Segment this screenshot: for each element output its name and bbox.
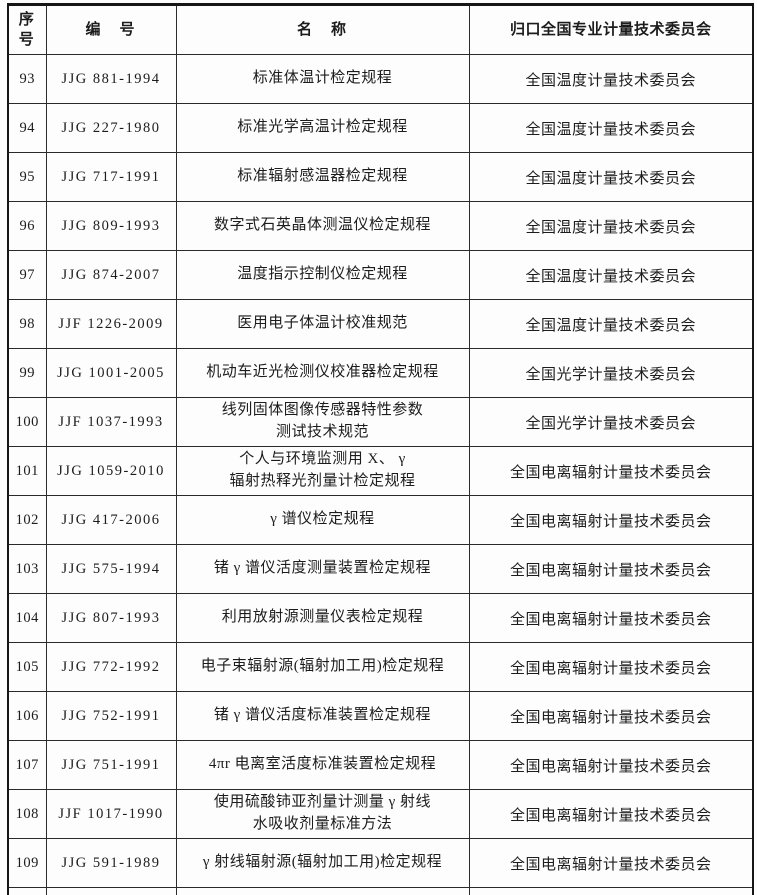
- table-row: 100 JJF 1037-1993 线列固体图像传感器特性参数 测试技术规范 全国光学…: [7, 397, 754, 447]
- table-row: 96 JJG 809-1993 数字式石英晶体测温仪检定规程 全国温度计量技术委员会: [7, 201, 754, 251]
- table-row: 101 JJG 1059-2010 个人与环境监测用 X、 γ 辐射热释光剂量计检定…: [7, 446, 754, 496]
- name-cell: 数字式石英晶体测温仪检定规程: [175, 201, 470, 251]
- table-row: 106 JJG 752-1991 锗 γ 谱仪活度标准装置检定规程 全国电离辐射计量技…: [7, 691, 754, 741]
- code-cell: JJG 575-1994: [45, 544, 177, 594]
- serial-cell: 109: [7, 838, 47, 888]
- name-cell: 锗 γ 谱仪活度测量装置检定规程: [175, 544, 470, 594]
- table-row: 108 JJF 1017-1990 使用硫酸铈亚剂量计测量 γ 射线 水吸收剂量标准…: [7, 789, 754, 839]
- table-row: 107 JJG 751-1991 4πr 电离室活度标准装置检定规程 全国电离辐射计量…: [7, 740, 754, 790]
- name-cell: 温度指示控制仪检定规程: [175, 250, 470, 300]
- code-cell: JJG 717-1991: [45, 152, 177, 202]
- name-cell: 利用放射源测量仪表检定规程: [175, 593, 470, 643]
- serial-cell-empty: [7, 887, 47, 895]
- committee-cell: 全国光学计量技术委员会: [468, 397, 754, 447]
- col-header-committee: 归口全国专业计量技术委员会: [468, 4, 754, 55]
- committee-cell: 全国电离辐射计量技术委员会: [468, 446, 754, 496]
- table-row: 98 JJF 1226-2009 医用电子体温计校准规范 全国温度计量技术委员会: [7, 299, 754, 349]
- code-cell: JJG 807-1993: [45, 593, 177, 643]
- table-header: 序 号 编 号 名 称 归口全国专业计量技术委员会: [7, 4, 754, 55]
- serial-cell: 98: [7, 299, 47, 349]
- committee-cell: 全国温度计量技术委员会: [468, 103, 754, 153]
- name-cell: 电子束辐射源(辐射加工用)检定规程: [175, 642, 470, 692]
- code-cell: JJF 1017-1990: [45, 789, 177, 839]
- table-row: 109 JJG 591-1989 γ 射线辐射源(辐射加工用)检定规程 全国电离辐射计…: [7, 838, 754, 888]
- name-cell: 线列固体图像传感器特性参数 测试技术规范: [175, 397, 470, 447]
- table-row: 104 JJG 807-1993 利用放射源测量仪表检定规程 全国电离辐射计量技术委员…: [7, 593, 754, 643]
- header-row: 序 号 编 号 名 称 归口全国专业计量技术委员会: [7, 4, 754, 55]
- committee-cell: 全国电离辐射计量技术委员会: [468, 691, 754, 741]
- col-header-serial: 序 号: [7, 4, 47, 55]
- serial-cell: 93: [7, 54, 47, 104]
- name-cell: 医用电子体温计校准规范: [175, 299, 470, 349]
- serial-cell: 107: [7, 740, 47, 790]
- code-cell: JJF 1226-2009: [45, 299, 177, 349]
- committee-cell: 全国电离辐射计量技术委员会: [468, 593, 754, 643]
- col-header-code: 编 号: [45, 4, 177, 55]
- code-cell: JJG 772-1992: [45, 642, 177, 692]
- committee-cell: 全国电离辐射计量技术委员会: [468, 789, 754, 839]
- code-cell: JJG 1059-2010: [45, 446, 177, 496]
- name-cell: 锗 γ 谱仪活度标准装置检定规程: [175, 691, 470, 741]
- committee-cell: 全国电离辐射计量技术委员会: [468, 838, 754, 888]
- serial-cell: 100: [7, 397, 47, 447]
- serial-cell: 108: [7, 789, 47, 839]
- code-cell-empty: [45, 887, 177, 895]
- table-row: 105 JJG 772-1992 电子束辐射源(辐射加工用)检定规程 全国电离辐射计量…: [7, 642, 754, 692]
- serial-cell: 96: [7, 201, 47, 251]
- serial-cell: 105: [7, 642, 47, 692]
- serial-cell: 103: [7, 544, 47, 594]
- code-cell: JJG 227-1980: [45, 103, 177, 153]
- committee-cell: 全国电离辐射计量技术委员会: [468, 495, 754, 545]
- table-row: 99 JJG 1001-2005 机动车近光检测仪校准器检定规程 全国光学计量技术委员…: [7, 348, 754, 398]
- table-row-partial: [7, 887, 754, 895]
- table-row: 97 JJG 874-2007 温度指示控制仪检定规程 全国温度计量技术委员会: [7, 250, 754, 300]
- table-row: 95 JJG 717-1991 标准辐射感温器检定规程 全国温度计量技术委员会: [7, 152, 754, 202]
- name-cell: 4πr 电离室活度标准装置检定规程: [175, 740, 470, 790]
- committee-cell: 全国电离辐射计量技术委员会: [468, 544, 754, 594]
- name-cell: 使用硫酸铈亚剂量计测量 γ 射线 水吸收剂量标准方法: [175, 789, 470, 839]
- committee-cell: 全国温度计量技术委员会: [468, 54, 754, 104]
- table-row: 102 JJG 417-2006 γ 谱仪检定规程 全国电离辐射计量技术委员会: [7, 495, 754, 545]
- code-cell: JJF 1037-1993: [45, 397, 177, 447]
- committee-cell: 全国温度计量技术委员会: [468, 201, 754, 251]
- table-row: 93 JJG 881-1994 标准体温计检定规程 全国温度计量技术委员会: [7, 54, 754, 104]
- committee-cell: 全国光学计量技术委员会: [468, 348, 754, 398]
- table-row: 94 JJG 227-1980 标准光学高温计检定规程 全国温度计量技术委员会: [7, 103, 754, 153]
- code-cell: JJG 809-1993: [45, 201, 177, 251]
- code-cell: JJG 881-1994: [45, 54, 177, 104]
- regulations-table: 序 号 编 号 名 称 归口全国专业计量技术委员会 93 JJG 881-1994…: [7, 3, 754, 895]
- code-cell: JJG 417-2006: [45, 495, 177, 545]
- serial-cell: 95: [7, 152, 47, 202]
- table-row: 103 JJG 575-1994 锗 γ 谱仪活度测量装置检定规程 全国电离辐射计量技…: [7, 544, 754, 594]
- serial-cell: 104: [7, 593, 47, 643]
- committee-cell: 全国温度计量技术委员会: [468, 152, 754, 202]
- serial-cell: 106: [7, 691, 47, 741]
- col-header-name: 名 称: [175, 4, 470, 55]
- name-cell: 标准体温计检定规程: [175, 54, 470, 104]
- serial-cell: 99: [7, 348, 47, 398]
- serial-cell: 102: [7, 495, 47, 545]
- name-cell: 机动车近光检测仪校准器检定规程: [175, 348, 470, 398]
- name-cell-empty: [175, 887, 470, 895]
- serial-cell: 94: [7, 103, 47, 153]
- serial-cell: 101: [7, 446, 47, 496]
- name-cell: γ 射线辐射源(辐射加工用)检定规程: [175, 838, 470, 888]
- committee-cell: 全国电离辐射计量技术委员会: [468, 642, 754, 692]
- committee-cell: 全国温度计量技术委员会: [468, 250, 754, 300]
- committee-cell-empty: [468, 887, 754, 895]
- committee-cell: 全国温度计量技术委员会: [468, 299, 754, 349]
- table-body: 93 JJG 881-1994 标准体温计检定规程 全国温度计量技术委员会 94 JJG …: [7, 54, 754, 895]
- name-cell: γ 谱仪检定规程: [175, 495, 470, 545]
- name-cell: 个人与环境监测用 X、 γ 辐射热释光剂量计检定规程: [175, 446, 470, 496]
- code-cell: JJG 751-1991: [45, 740, 177, 790]
- committee-cell: 全国电离辐射计量技术委员会: [468, 740, 754, 790]
- code-cell: JJG 1001-2005: [45, 348, 177, 398]
- name-cell: 标准光学高温计检定规程: [175, 103, 470, 153]
- name-cell: 标准辐射感温器检定规程: [175, 152, 470, 202]
- serial-cell: 97: [7, 250, 47, 300]
- code-cell: JJG 591-1989: [45, 838, 177, 888]
- code-cell: JJG 874-2007: [45, 250, 177, 300]
- code-cell: JJG 752-1991: [45, 691, 177, 741]
